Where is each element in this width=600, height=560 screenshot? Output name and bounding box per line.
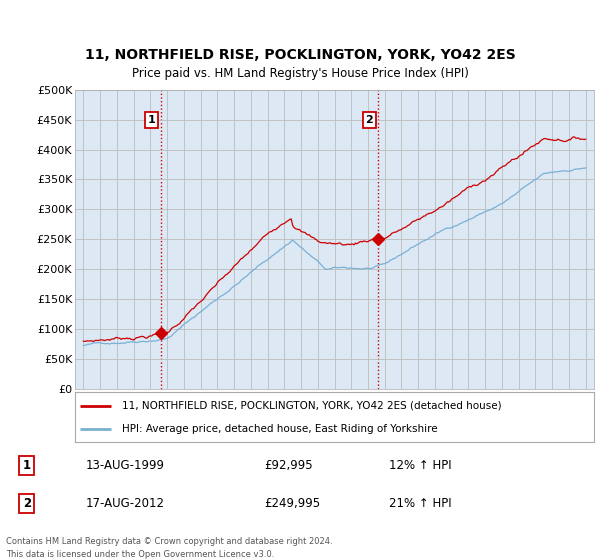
Text: £249,995: £249,995 xyxy=(265,497,320,510)
Text: 11, NORTHFIELD RISE, POCKLINGTON, YORK, YO42 2ES (detached house): 11, NORTHFIELD RISE, POCKLINGTON, YORK, … xyxy=(122,400,502,410)
Text: 17-AUG-2012: 17-AUG-2012 xyxy=(86,497,165,510)
Text: £92,995: £92,995 xyxy=(265,459,313,472)
Text: 1: 1 xyxy=(148,115,155,125)
Text: 2: 2 xyxy=(23,497,31,510)
Text: 11, NORTHFIELD RISE, POCKLINGTON, YORK, YO42 2ES: 11, NORTHFIELD RISE, POCKLINGTON, YORK, … xyxy=(85,48,515,62)
Text: HPI: Average price, detached house, East Riding of Yorkshire: HPI: Average price, detached house, East… xyxy=(122,424,437,434)
Text: 12% ↑ HPI: 12% ↑ HPI xyxy=(389,459,452,472)
Text: 21% ↑ HPI: 21% ↑ HPI xyxy=(389,497,452,510)
Text: Contains HM Land Registry data © Crown copyright and database right 2024.
This d: Contains HM Land Registry data © Crown c… xyxy=(6,538,332,559)
Text: Price paid vs. HM Land Registry's House Price Index (HPI): Price paid vs. HM Land Registry's House … xyxy=(131,67,469,80)
Text: 1: 1 xyxy=(23,459,31,472)
Text: 13-AUG-1999: 13-AUG-1999 xyxy=(86,459,165,472)
Text: 2: 2 xyxy=(365,115,373,125)
